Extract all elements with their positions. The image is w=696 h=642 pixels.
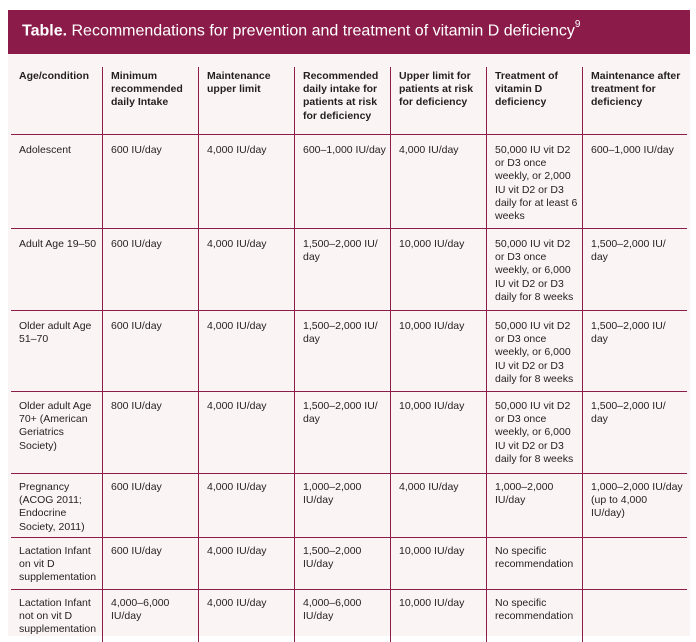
table-title-lead: Table. — [22, 22, 68, 40]
table-cell: 1,000–2,000 IU/day — [295, 474, 391, 538]
table-cell: 1,000–2,000 IU/day — [487, 474, 583, 538]
table-cell: 4,000 IU/day — [391, 474, 487, 538]
column-header: Recommended daily intake for patients at… — [295, 67, 391, 135]
table-title: Table. Recommendations for prevention an… — [8, 10, 690, 54]
column-header: Minimum recommended daily Intake — [103, 67, 199, 135]
table-cell: 4,000 IU/day — [199, 229, 295, 311]
table-cell: Older adult Age 70+ (American Geriatrics… — [11, 392, 103, 474]
table-cell — [583, 538, 687, 590]
table-cell: 1,500–2,000 IU/ day — [583, 311, 687, 392]
table-cell: 1,500–2,000 IU/ day — [583, 229, 687, 311]
table-cell: 1,000–2,000 IU/day (up to 4,000 IU/day) — [583, 474, 687, 538]
table-cell: Adolescent — [11, 135, 103, 229]
table-cell: 600 IU/day — [103, 135, 199, 229]
table-cell: 4,000 IU/day — [199, 474, 295, 538]
table-cell: No specific recommendation — [487, 590, 583, 642]
table-cell: 4,000–6,000 IU/day — [295, 590, 391, 642]
table-cell: 4,000 IU/day — [199, 392, 295, 474]
table-cell: Adult Age 19–50 — [11, 229, 103, 311]
table-cell: No specific recommendation — [487, 538, 583, 590]
column-header: Upper limit for patients at risk for def… — [391, 67, 487, 135]
column-header: Maintenance upper limit — [199, 67, 295, 135]
table-cell: 10,000 IU/day — [391, 392, 487, 474]
column-header: Treatment of vitamin D deficiency — [487, 67, 583, 135]
column-header: Age/condition — [11, 67, 103, 135]
table-cell: 4,000 IU/day — [199, 135, 295, 229]
recommendations-table: Age/condition Minimum recommended daily … — [11, 67, 687, 642]
table-cell: Pregnancy (ACOG 2011; Endocrine Society,… — [11, 474, 103, 538]
table-cell — [583, 590, 687, 642]
table-cell: 4,000 IU/day — [199, 538, 295, 590]
table-cell: 1,500–2,000 IU/ day — [295, 392, 391, 474]
table-cell: Older adult Age 51–70 — [11, 311, 103, 392]
table-cell: 600 IU/day — [103, 229, 199, 311]
table-cell: 4,000 IU/day — [199, 590, 295, 642]
table-cell: 10,000 IU/day — [391, 229, 487, 311]
table-cell: 800 IU/day — [103, 392, 199, 474]
column-header: Maintenance after treatment for deficien… — [583, 67, 687, 135]
table-cell: 1,500–2,000 IU/ day — [295, 229, 391, 311]
table-cell: 4,000–6,000 IU/day — [103, 590, 199, 642]
table-panel: Table. Recommendations for prevention an… — [8, 10, 690, 642]
table-cell: 50,000 IU vit D2 or D3 once weekly, or 2… — [487, 135, 583, 229]
table-cell: 10,000 IU/day — [391, 311, 487, 392]
table-cell: 10,000 IU/day — [391, 538, 487, 590]
table-cell: 1,500–2,000 IU/day — [295, 538, 391, 590]
table-cell: 1,500–2,000 IU/ day — [583, 392, 687, 474]
table-cell: 600–1,000 IU/day — [583, 135, 687, 229]
table-cell: 600 IU/day — [103, 311, 199, 392]
table-cell: 600 IU/day — [103, 474, 199, 538]
table-cell: Lactation Infant not on vit D supplement… — [11, 590, 103, 642]
table-cell: 4,000 IU/day — [199, 311, 295, 392]
table-cell: 50,000 IU vit D2 or D3 once weekly, or 6… — [487, 229, 583, 311]
table-cell: 600–1,000 IU/day — [295, 135, 391, 229]
table-cell: Lactation Infant on vit D supplementatio… — [11, 538, 103, 590]
table-cell: 1,500–2,000 IU/ day — [295, 311, 391, 392]
table-cell: 600 IU/day — [103, 538, 199, 590]
table-cell: 50,000 IU vit D2 or D3 once weekly, or 6… — [487, 311, 583, 392]
table-title-reference: 9 — [574, 19, 581, 30]
table-title-text: Recommendations for prevention and treat… — [67, 22, 575, 40]
table-cell: 4,000 IU/day — [391, 135, 487, 229]
table-cell: 50,000 IU vit D2 or D3 once weekly, or 6… — [487, 392, 583, 474]
table-cell: 10,000 IU/day — [391, 590, 487, 642]
